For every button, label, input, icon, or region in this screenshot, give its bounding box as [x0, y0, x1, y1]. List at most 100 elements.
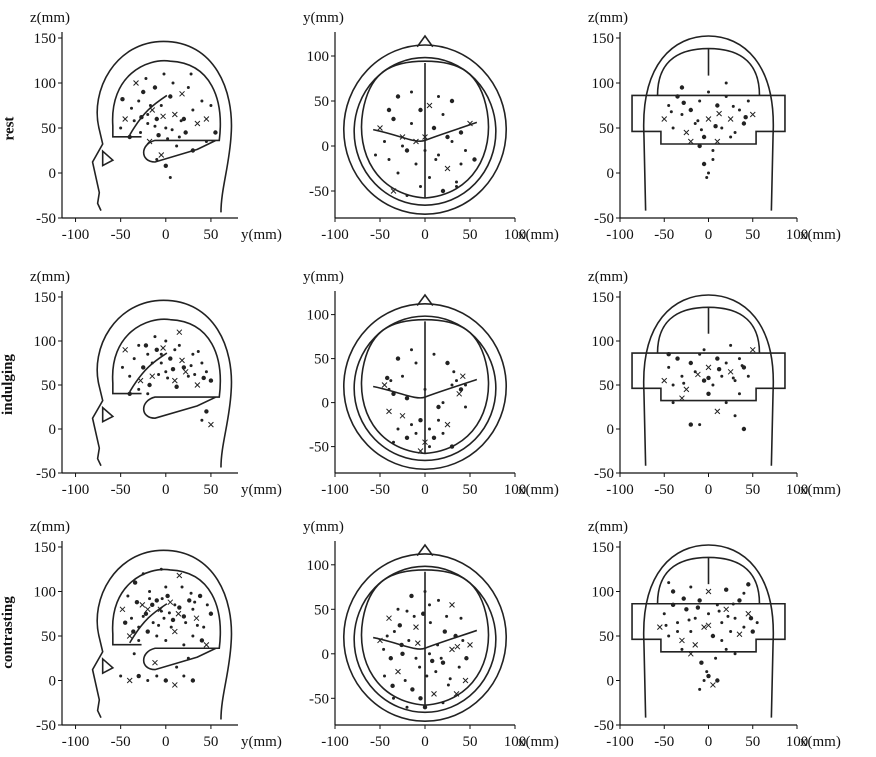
y-axis-label: y(mm) — [303, 519, 344, 535]
data-point — [455, 185, 458, 188]
data-point — [151, 621, 155, 625]
data-point — [742, 625, 746, 629]
data-point — [423, 387, 427, 391]
data-point — [204, 409, 209, 414]
data-point — [149, 373, 156, 380]
data-point — [736, 631, 743, 638]
data-point — [146, 392, 150, 396]
data-point — [122, 346, 129, 353]
data-point — [155, 634, 159, 638]
y-axis-label: z(mm) — [30, 519, 70, 535]
data-point — [705, 116, 712, 122]
data-point — [662, 612, 666, 616]
data-point — [707, 612, 710, 616]
data-point — [126, 594, 130, 598]
data-point — [167, 599, 174, 606]
data-point — [160, 597, 164, 601]
x-tick-label: 0 — [162, 734, 170, 750]
data-point — [692, 642, 699, 648]
data-point — [414, 431, 418, 435]
x-tick-label: 100 — [786, 227, 809, 243]
data-point — [727, 116, 734, 122]
x-tick-label: 100 — [786, 482, 809, 498]
x-tick-label: -50 — [370, 227, 390, 243]
data-point — [715, 603, 719, 607]
data-point — [154, 598, 159, 603]
data-point — [437, 598, 440, 602]
data-point — [399, 412, 406, 419]
data-point — [675, 94, 680, 99]
data-point — [729, 630, 733, 634]
data-point — [409, 593, 414, 599]
data-point — [203, 116, 210, 122]
data-point — [182, 643, 186, 647]
data-point — [195, 623, 199, 627]
panel-indulging-axial: 100 50 0 -50 -100 -50 0 50 100 y(mm) x(mm) — [303, 269, 559, 498]
data-point — [444, 421, 451, 428]
data-point — [741, 121, 747, 126]
data-point — [731, 104, 735, 108]
data-point — [401, 144, 404, 148]
scalp-outline — [353, 565, 497, 714]
data-point — [159, 567, 163, 571]
data-point — [733, 652, 737, 656]
data-point — [731, 376, 735, 380]
data-point — [405, 194, 409, 197]
data-point — [681, 100, 686, 106]
data-point — [748, 616, 754, 621]
data-point — [731, 602, 735, 606]
data-point — [187, 598, 192, 603]
row-label-indulging: indulging — [0, 354, 16, 415]
data-point — [724, 401, 728, 405]
x-tick-label: 0 — [705, 734, 713, 750]
eye-outline — [101, 149, 115, 167]
data-point — [197, 593, 203, 599]
data-point — [701, 624, 707, 630]
data-point — [716, 366, 722, 372]
data-point — [706, 673, 711, 679]
data-point — [687, 650, 694, 657]
data-point — [669, 110, 673, 114]
data-point — [159, 104, 163, 107]
data-point — [688, 422, 693, 427]
data-point — [716, 110, 722, 117]
data-point — [165, 593, 170, 599]
data-point — [726, 614, 730, 618]
data-point — [164, 638, 168, 642]
data-point — [439, 656, 443, 660]
data-point — [667, 104, 671, 107]
data-point — [440, 660, 446, 665]
data-point — [153, 335, 157, 339]
data-point — [160, 345, 166, 351]
data-point — [168, 94, 173, 99]
data-point — [171, 377, 178, 384]
data-point — [702, 348, 706, 352]
data-point — [132, 119, 136, 123]
data-point — [745, 610, 752, 617]
data-point — [168, 176, 172, 179]
data-point — [437, 95, 440, 98]
data-point — [695, 605, 701, 610]
data-point — [152, 659, 158, 666]
data-point — [389, 379, 393, 383]
data-point — [119, 606, 126, 613]
data-point — [391, 116, 396, 122]
data-point — [737, 392, 741, 396]
data-point — [693, 616, 697, 620]
data-point — [440, 188, 446, 194]
data-point — [155, 674, 159, 678]
data-point — [737, 108, 741, 112]
panel-rest-axial: 100 50 0 -50 -100 -50 0 50 100 y(mm) x(mm) — [303, 10, 559, 243]
y-tick-label: 0 — [49, 166, 57, 182]
data-point — [437, 153, 440, 157]
data-point — [699, 660, 704, 665]
x-axis-label: x(mm) — [518, 227, 559, 243]
data-point — [200, 418, 204, 422]
data-point — [710, 682, 716, 688]
data-point — [137, 387, 141, 391]
data-point — [146, 113, 150, 116]
data-point — [147, 382, 152, 388]
data-point — [395, 668, 401, 675]
x-tick-label: -100 — [62, 482, 90, 498]
